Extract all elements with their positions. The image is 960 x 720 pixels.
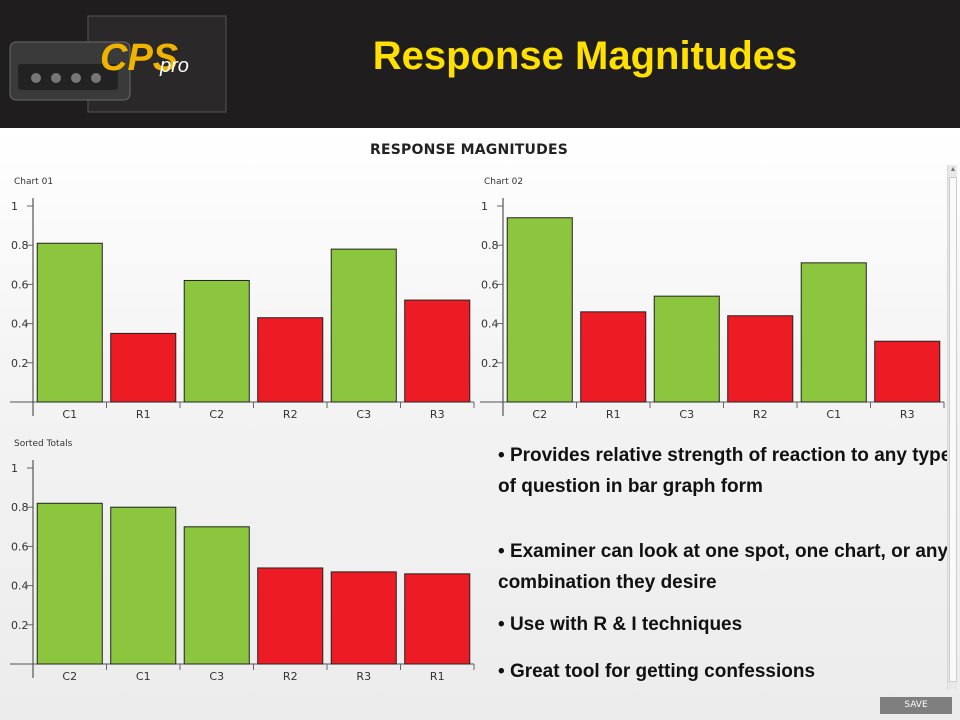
chart-01-title: Chart 01 xyxy=(14,177,54,187)
chart-02: 1 0.8 0.6 0.4 0.2 C2 R1 C3 R2 C1 R3 xyxy=(480,198,945,421)
x-tick-label: C2 xyxy=(62,670,77,683)
bullet-text: Use with R & I techniques xyxy=(509,614,743,635)
cps-pro-logo: CPS pro xyxy=(9,15,227,113)
y-tick-label: 0.8 xyxy=(481,239,499,252)
sorted-totals-title: Sorted Totals xyxy=(14,439,73,449)
bar-r2[interactable] xyxy=(257,317,324,403)
y-tick-label: 0.2 xyxy=(11,357,29,370)
x-tick-label: R1 xyxy=(430,670,445,683)
x-tick-label: R2 xyxy=(283,670,298,683)
y-tick-label: 0.6 xyxy=(481,278,499,291)
x-tick-label: R1 xyxy=(136,408,151,421)
scrollbar-thumb[interactable] xyxy=(949,177,957,682)
y-tick-label: 0.2 xyxy=(11,619,29,632)
y-tick-label: 1 xyxy=(11,200,18,213)
x-tick-label: C1 xyxy=(62,408,77,421)
chart-01: 1 0.8 0.6 0.4 0.2 C1 R1 C2 R2 C3 R3 xyxy=(10,198,475,421)
bullet-text: Great tool for getting confessions xyxy=(509,661,816,682)
scroll-up-arrow-icon[interactable]: ▲ xyxy=(949,166,957,173)
bar-c2[interactable] xyxy=(183,279,250,403)
y-tick-label: 0.4 xyxy=(11,580,29,593)
x-tick-label: C1 xyxy=(826,408,841,421)
y-tick-label: 0.8 xyxy=(11,501,29,514)
x-tick-label: C3 xyxy=(356,408,371,421)
bullet-item: • Provides relative strength of reaction… xyxy=(498,445,952,497)
x-tick-label: R3 xyxy=(900,408,915,421)
bullet-text: Provides relative strength of reaction t… xyxy=(498,445,952,497)
bar-r3[interactable] xyxy=(874,340,941,403)
y-tick-label: 1 xyxy=(481,200,488,213)
save-button[interactable]: SAVE xyxy=(880,697,952,714)
logo-brand-text: CPS xyxy=(100,37,178,79)
bullet-item: • Great tool for getting confessions xyxy=(498,661,816,682)
bar-c3[interactable] xyxy=(330,248,397,403)
bullet-item: • Examiner can look at one spot, one cha… xyxy=(498,541,949,593)
y-tick-label: 0.2 xyxy=(481,357,499,370)
bar-c1[interactable] xyxy=(110,506,177,665)
sorted-totals-chart: 1 0.8 0.6 0.4 0.2 C2 C1 C3 R2 R3 R1 xyxy=(10,460,475,683)
bar-r2[interactable] xyxy=(727,315,794,403)
bar-r1[interactable] xyxy=(404,573,471,665)
slide-header: CPS pro Response Magnitudes xyxy=(0,0,960,128)
bar-c1[interactable] xyxy=(36,242,103,403)
y-tick-label: 0.8 xyxy=(11,239,29,252)
y-tick-label: 0.6 xyxy=(11,540,29,553)
y-tick-label: 0.6 xyxy=(11,278,29,291)
x-tick-label: C2 xyxy=(532,408,547,421)
logo-suffix-text: pro xyxy=(159,55,189,77)
chart-02-title: Chart 02 xyxy=(484,177,524,187)
x-tick-label: R1 xyxy=(606,408,621,421)
x-tick-label: R3 xyxy=(430,408,445,421)
bar-c2[interactable] xyxy=(506,217,573,403)
bar-r3[interactable] xyxy=(330,571,397,665)
y-tick-label: 0.4 xyxy=(11,318,29,331)
x-tick-label: R2 xyxy=(753,408,768,421)
bullet-text: Examiner can look at one spot, one chart… xyxy=(498,541,949,593)
bar-c3[interactable] xyxy=(653,295,720,403)
bar-c3[interactable] xyxy=(183,526,250,665)
x-tick-label: C3 xyxy=(209,670,224,683)
bullet-item: • Use with R & I techniques xyxy=(498,614,743,635)
bar-c2[interactable] xyxy=(36,502,103,665)
x-tick-label: C2 xyxy=(209,408,224,421)
bar-r2[interactable] xyxy=(257,567,324,665)
y-tick-label: 1 xyxy=(11,462,18,475)
bar-r1[interactable] xyxy=(580,311,647,403)
bar-c1[interactable] xyxy=(800,262,867,403)
x-tick-label: R3 xyxy=(356,670,371,683)
x-tick-label: C1 xyxy=(136,670,151,683)
slide-title: Response Magnitudes xyxy=(372,34,798,78)
x-tick-label: C3 xyxy=(679,408,694,421)
y-tick-label: 0.4 xyxy=(481,318,499,331)
panel-heading: RESPONSE MAGNITUDES xyxy=(370,142,568,158)
bar-r3[interactable] xyxy=(404,299,471,403)
vertical-scrollbar[interactable]: ▲ xyxy=(947,165,957,690)
bar-r1[interactable] xyxy=(110,332,177,403)
x-tick-label: R2 xyxy=(283,408,298,421)
